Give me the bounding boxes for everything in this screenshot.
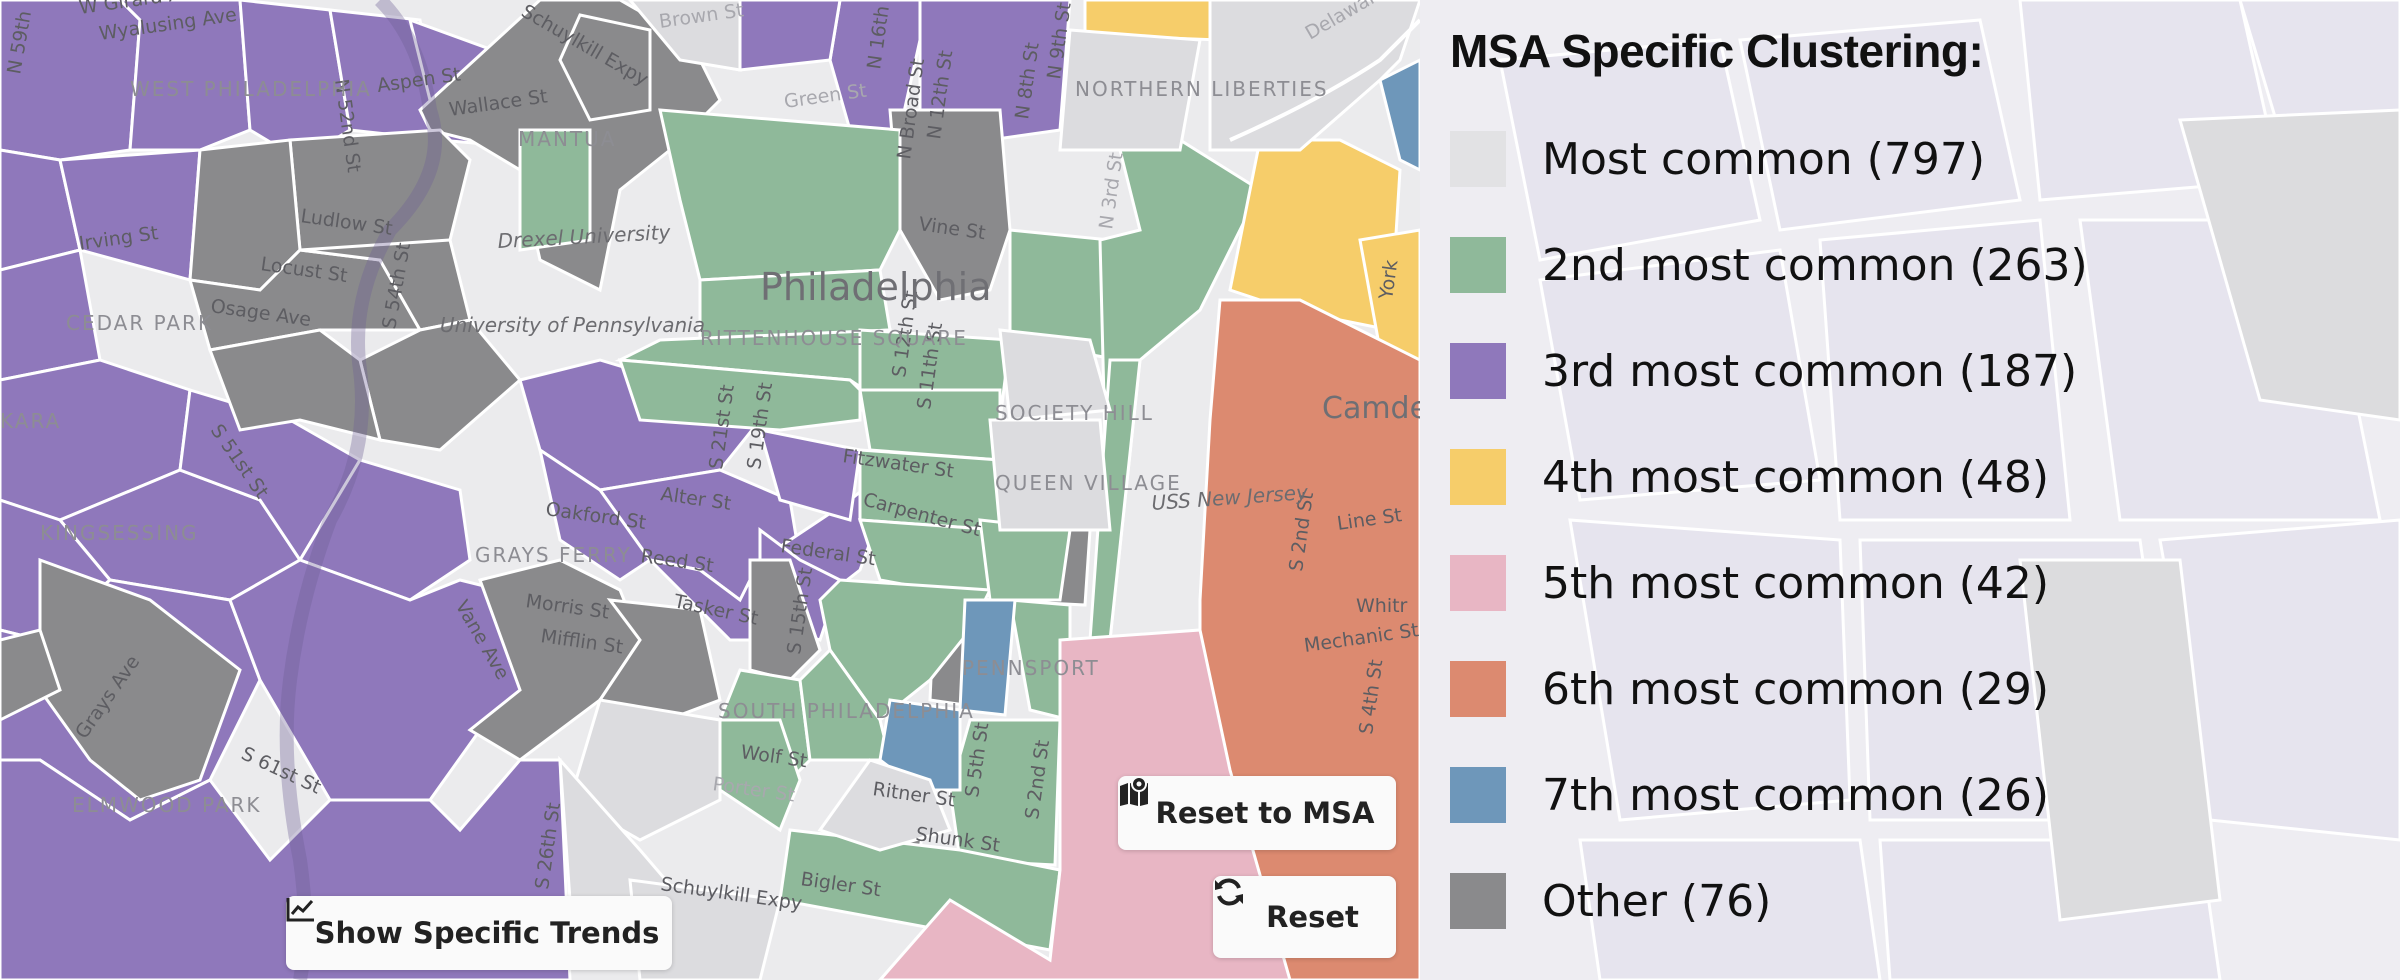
legend-item[interactable]: 5th most common (42) <box>1450 530 2088 636</box>
cluster-2nd-regions[interactable] <box>518 108 1262 952</box>
cluster-7th-regions[interactable] <box>878 58 1420 792</box>
reset-label: Reset <box>1266 900 1359 934</box>
legend-item[interactable]: 4th most common (48) <box>1450 424 2088 530</box>
legend-item[interactable]: Other (76) <box>1450 848 2088 954</box>
reset-button[interactable]: Reset <box>1213 876 1396 958</box>
legend-label: 5th most common (42) <box>1542 557 2050 609</box>
legend-label: Other (76) <box>1542 875 1772 927</box>
cluster-most-common-regions[interactable] <box>558 0 1420 980</box>
show-specific-trends-button[interactable]: Show Specific Trends <box>286 896 672 970</box>
neighborhood-label: SOCIETY HILL <box>995 401 1154 425</box>
neighborhood-label: RITTENHOUSE SQUARE <box>700 326 968 350</box>
legend-label: 2nd most common (263) <box>1542 239 2088 291</box>
legend-background-map <box>1420 0 2400 980</box>
neighborhood-label: CEDAR PARK <box>66 311 213 335</box>
neighborhood-label: KARA <box>0 409 61 433</box>
legend-swatch <box>1450 131 1506 187</box>
legend-item[interactable]: 7th most common (26) <box>1450 742 2088 848</box>
legend-title: MSA Specific Clustering: <box>1450 25 1984 77</box>
street-label: Whitr <box>1356 595 1408 617</box>
city-label: Philadelphia <box>760 265 992 309</box>
legend-swatch <box>1450 237 1506 293</box>
place-label: University of Pennsylvania <box>440 313 705 337</box>
reset-to-msa-button[interactable]: Reset to MSA <box>1118 776 1396 850</box>
neighborhood-label: KINGSESSING <box>40 521 199 545</box>
neighborhood-label: SOUTH PHILADELPHIA <box>718 699 975 723</box>
legend-swatch <box>1450 555 1506 611</box>
legend-item[interactable]: 3rd most common (187) <box>1450 318 2088 424</box>
legend-label: 7th most common (26) <box>1542 769 2050 821</box>
legend-label: 6th most common (29) <box>1542 663 2050 715</box>
reset-to-msa-label: Reset to MSA <box>1155 796 1375 830</box>
legend-swatch <box>1450 343 1506 399</box>
tract-map[interactable]: W Girard Ave Wyalusing Ave N 59th N 52nd… <box>0 0 1420 980</box>
neighborhood-label: MANTUA <box>518 127 616 151</box>
neighborhood-label: NORTHERN LIBERTIES <box>1075 77 1329 101</box>
cluster-5th-regions[interactable] <box>878 628 1292 980</box>
neighborhood-label: WEST PHILADELPHIA <box>130 77 372 101</box>
legend-swatch <box>1450 767 1506 823</box>
neighborhood-label: PENNSPORT <box>962 656 1100 680</box>
legend-label: 3rd most common (187) <box>1542 345 2078 397</box>
map-canvas[interactable]: W Girard Ave Wyalusing Ave N 59th N 52nd… <box>0 0 1420 980</box>
place-labels: Drexel University University of Pennsylv… <box>440 220 1310 515</box>
place-label: Camden <box>1322 391 1420 426</box>
show-specific-trends-label: Show Specific Trends <box>314 916 660 950</box>
schuylkill-river <box>279 0 442 980</box>
legend-item[interactable]: 2nd most common (263) <box>1450 212 2088 318</box>
neighborhood-label: QUEEN VILLAGE <box>995 471 1182 495</box>
neighborhood-label: ELMWOOD PARK <box>72 793 262 817</box>
cluster-4th-regions[interactable] <box>1083 0 1420 362</box>
neighborhood-labels: WEST PHILADELPHIA MANTUA CEDAR PARK RITT… <box>0 77 1329 817</box>
legend-swatch <box>1450 449 1506 505</box>
legend-item[interactable]: 6th most common (29) <box>1450 636 2088 742</box>
delaware-river-edge <box>1229 18 1420 142</box>
legend-panel: MSA Specific Clustering: Most common (79… <box>1420 0 2400 980</box>
legend-swatch <box>1450 873 1506 929</box>
legend: MSA Specific Clustering: Most common (79… <box>1450 24 2088 954</box>
legend-swatch <box>1450 661 1506 717</box>
neighborhood-label: GRAYS FERRY <box>475 543 632 567</box>
legend-item[interactable]: Most common (797) <box>1450 106 2088 212</box>
legend-label: 4th most common (48) <box>1542 451 2050 503</box>
legend-label: Most common (797) <box>1542 133 1985 185</box>
legend-items: Most common (797) 2nd most common (263) … <box>1450 106 2088 954</box>
